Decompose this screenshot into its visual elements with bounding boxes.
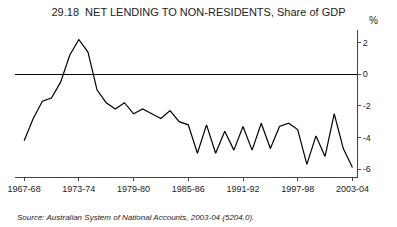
- svg-text:1997-98: 1997-98: [281, 184, 314, 194]
- svg-text:1967-68: 1967-68: [8, 184, 41, 194]
- svg-text:1985-86: 1985-86: [172, 184, 205, 194]
- svg-text:-6: -6: [363, 164, 371, 174]
- svg-text:2: 2: [363, 38, 368, 48]
- svg-text:1991-92: 1991-92: [226, 184, 259, 194]
- svg-text:1973-74: 1973-74: [62, 184, 95, 194]
- svg-text:%: %: [369, 15, 378, 26]
- svg-text:-4: -4: [363, 133, 371, 143]
- svg-text:2003-04: 2003-04: [336, 184, 369, 194]
- svg-text:Source: Australian System of N: Source: Australian System of National Ac…: [17, 213, 254, 222]
- svg-text:-2: -2: [363, 101, 371, 111]
- svg-text:0: 0: [363, 69, 368, 79]
- svg-text:29.18 NET LENDING TO NON-RESI: 29.18 NET LENDING TO NON-RESIDENTS, Shar…: [51, 6, 345, 18]
- svg-text:1979-80: 1979-80: [117, 184, 150, 194]
